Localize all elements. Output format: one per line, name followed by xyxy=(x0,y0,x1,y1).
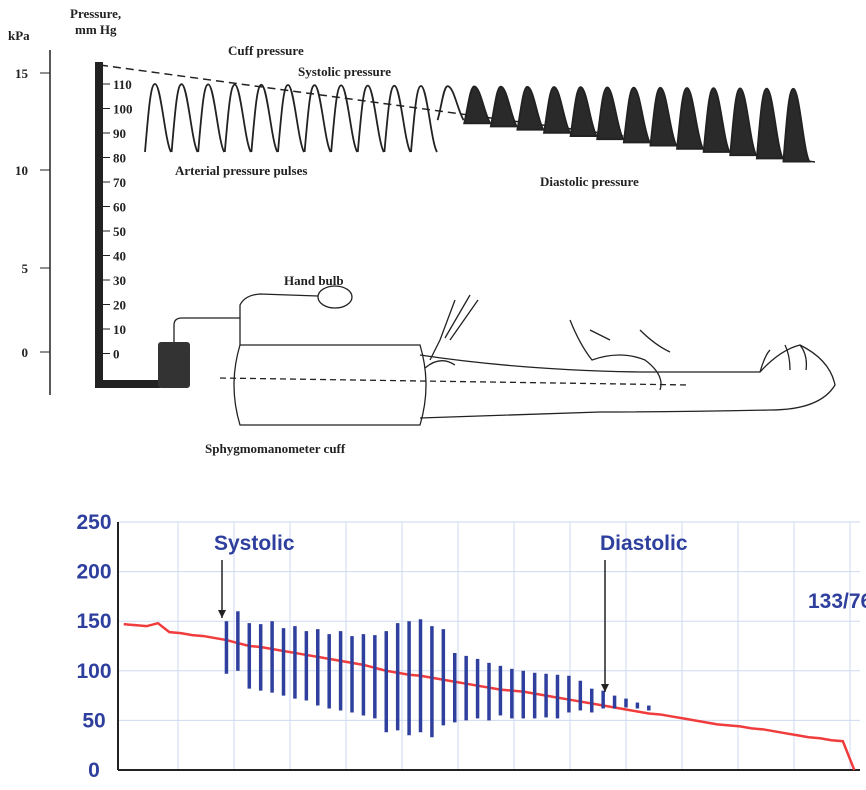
kpa-tick-label: 0 xyxy=(22,345,29,360)
pulse xyxy=(729,87,758,157)
mmhg-tick-label: 0 xyxy=(113,347,120,362)
mmhg-tick-label: 40 xyxy=(113,249,126,264)
label: Hand bulb xyxy=(284,273,344,288)
label: Systolic pressure xyxy=(298,64,391,79)
pulse xyxy=(277,84,305,153)
mmhg-tick-label: 110 xyxy=(113,77,132,92)
pulse xyxy=(197,83,226,153)
chart: 0 50 100 150 200 250 Systolic Diastolic 133/76 xyxy=(76,511,866,782)
y-tick-label: 50 xyxy=(82,709,105,732)
kpa-tick-label: 5 xyxy=(22,261,29,276)
y-tick-label: 0 xyxy=(88,759,100,782)
pulse xyxy=(436,85,465,121)
pulse xyxy=(516,85,545,131)
pulse xyxy=(463,85,492,125)
unit-label: mm Hg xyxy=(75,22,117,37)
pulse xyxy=(622,86,652,144)
diagram: kPa Pressure, mm Hg Cuff pressure Systol… xyxy=(8,6,836,456)
pulse xyxy=(330,84,359,153)
mmhg-tick-label: 50 xyxy=(113,224,126,239)
unit-label: kPa xyxy=(8,28,30,43)
pulse xyxy=(383,84,412,153)
y-tick-label: 100 xyxy=(76,660,111,683)
arrow-head xyxy=(601,684,609,692)
pulse xyxy=(542,86,572,134)
pulses xyxy=(144,83,811,163)
mmhg-tick-label: 60 xyxy=(113,200,126,215)
annotation: 133/76 xyxy=(808,590,866,613)
pulse xyxy=(782,87,811,163)
pulse xyxy=(356,84,385,153)
mmhg-tick-label: 10 xyxy=(113,322,126,337)
label: Cuff pressure xyxy=(228,43,304,58)
mmhg-tick-label: 20 xyxy=(113,298,126,313)
pulse xyxy=(569,86,599,137)
reservoir xyxy=(158,342,190,388)
label: Arterial pressure pulses xyxy=(175,163,307,178)
pulse xyxy=(755,87,785,160)
mmhg-tick-label: 90 xyxy=(113,126,126,141)
mmhg-tick-label: 70 xyxy=(113,175,126,190)
pulse xyxy=(410,85,438,153)
mercury-column xyxy=(95,62,103,387)
pulse xyxy=(144,83,172,153)
annotation: Diastolic xyxy=(600,532,688,555)
y-tick-label: 250 xyxy=(76,511,111,534)
y-tick-label: 150 xyxy=(76,610,111,633)
pulse xyxy=(702,87,732,153)
pulse xyxy=(596,86,625,141)
pulse xyxy=(303,84,332,153)
pulse xyxy=(250,83,279,153)
annotation: Systolic xyxy=(214,532,295,555)
pulse xyxy=(649,86,678,147)
mmhg-tick-label: 80 xyxy=(113,151,126,166)
label: Diastolic pressure xyxy=(540,174,639,189)
kpa-tick-label: 10 xyxy=(15,163,28,178)
pulse xyxy=(489,85,519,128)
pulse xyxy=(170,83,199,153)
mmhg-tick-label: 30 xyxy=(113,273,126,288)
arrow-head xyxy=(218,610,226,618)
mmhg-tick-label: 100 xyxy=(113,102,133,117)
pulse xyxy=(223,83,252,153)
kpa-tick-label: 15 xyxy=(15,66,29,81)
column-base xyxy=(95,380,160,388)
pulse xyxy=(676,87,705,150)
label: Sphygmomanometer cuff xyxy=(205,441,346,456)
arm-drawing xyxy=(173,285,836,426)
unit-label: Pressure, xyxy=(70,6,121,21)
y-tick-label: 200 xyxy=(76,561,111,584)
